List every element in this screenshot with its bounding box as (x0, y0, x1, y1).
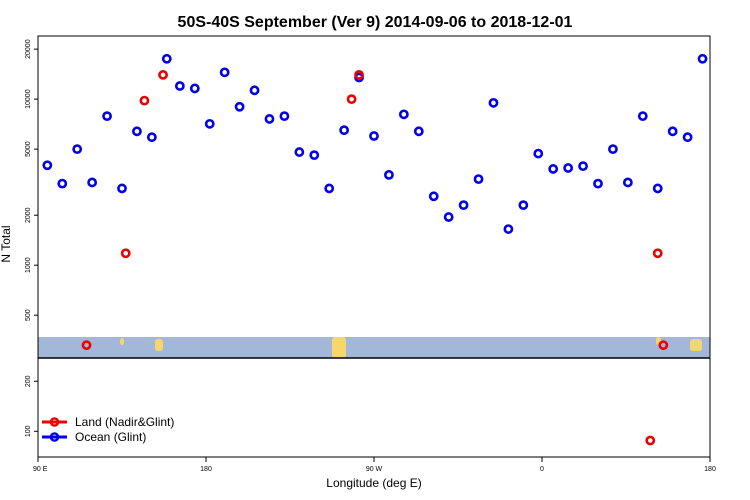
ocean-point (518, 200, 529, 211)
map-land-patch (120, 338, 124, 345)
legend-land-marker (49, 417, 60, 427)
ocean-point (473, 174, 484, 184)
x-tick-label: 0 (540, 466, 544, 473)
land-point (81, 340, 92, 351)
ocean-point (219, 67, 230, 78)
ocean-point (189, 83, 200, 94)
land-point (139, 95, 150, 106)
y-tick-label: 5000 (25, 141, 32, 157)
ocean-point (249, 85, 260, 96)
legend-ocean-label: Ocean (Glint) (75, 430, 146, 444)
ocean-point (234, 101, 245, 112)
chart-title: 50S-40S September (Ver 9) 2014-09-06 to … (178, 14, 573, 31)
ocean-point (264, 114, 275, 124)
ocean-point (87, 177, 98, 188)
ocean-point (622, 177, 633, 188)
world-map-band (38, 337, 710, 359)
ocean-point (102, 111, 112, 122)
y-axis-label: N Total (0, 225, 13, 262)
ocean-point (132, 126, 142, 137)
ocean-point (324, 183, 335, 194)
ocean-point (204, 118, 215, 129)
ocean-point (294, 147, 305, 157)
ocean-point (637, 111, 648, 122)
ocean-point (682, 132, 693, 143)
ocean-point (548, 164, 559, 174)
ocean-point (578, 161, 588, 172)
ocean-point (42, 160, 53, 171)
ocean-point (57, 178, 68, 189)
ocean-point (458, 200, 469, 211)
land-point (354, 69, 364, 80)
ocean-point (443, 212, 454, 222)
ocean-point (563, 163, 574, 173)
y-axis: 100 200 500 1000 2000 5000 10000 20000 (25, 39, 38, 437)
ocean-point (533, 148, 544, 159)
ocean-point (174, 81, 185, 91)
ocean-point (384, 169, 394, 180)
ocean-point (413, 126, 424, 137)
y-tick-label: 100 (25, 425, 32, 437)
ocean-point (398, 109, 409, 120)
legend: Land (Nadir&Glint) Ocean (Glint) (42, 415, 174, 444)
legend-land-label: Land (Nadir&Glint) (75, 415, 174, 429)
ocean-point (608, 144, 618, 155)
ocean-point (667, 126, 678, 137)
ocean-point (339, 125, 350, 136)
ocean-point (593, 178, 603, 189)
map-land-patch (155, 339, 163, 351)
ocean-point (146, 132, 157, 143)
x-tick-label: 180 (704, 466, 716, 473)
y-tick-label: 20000 (25, 39, 32, 59)
land-point (645, 435, 656, 446)
map-land-patch (332, 337, 346, 358)
land-point (120, 248, 131, 259)
x-tick-label: 90 W (366, 466, 383, 473)
y-tick-label: 200 (25, 375, 32, 387)
ocean-point (161, 53, 172, 64)
land-point (658, 340, 669, 351)
legend-ocean-marker (49, 432, 60, 442)
ocean-point (697, 53, 708, 64)
ocean-point (279, 111, 290, 122)
y-tick-label: 1000 (25, 257, 32, 273)
ocean-point (488, 97, 499, 108)
map-ocean-band (38, 337, 710, 358)
ocean-point (309, 150, 320, 161)
y-tick-label: 2000 (25, 207, 32, 223)
x-axis: 90 E 180 90 W 0 180 (33, 457, 716, 473)
x-tick-label: 180 (200, 466, 212, 473)
land-point (652, 248, 663, 259)
ocean-point (503, 224, 514, 234)
data-points (42, 53, 708, 446)
ocean-point (72, 144, 83, 155)
ocean-point (652, 183, 663, 194)
map-land-patch (690, 339, 702, 351)
y-tick-label: 500 (25, 309, 32, 321)
land-point (158, 69, 168, 80)
y-tick-label: 10000 (25, 89, 32, 109)
ocean-point (428, 191, 439, 202)
land-point (346, 94, 357, 105)
x-axis-label: Longitude (deg E) (326, 476, 421, 490)
ocean-point (117, 183, 127, 194)
x-tick-label: 90 E (33, 466, 48, 473)
ocean-point (369, 131, 379, 141)
